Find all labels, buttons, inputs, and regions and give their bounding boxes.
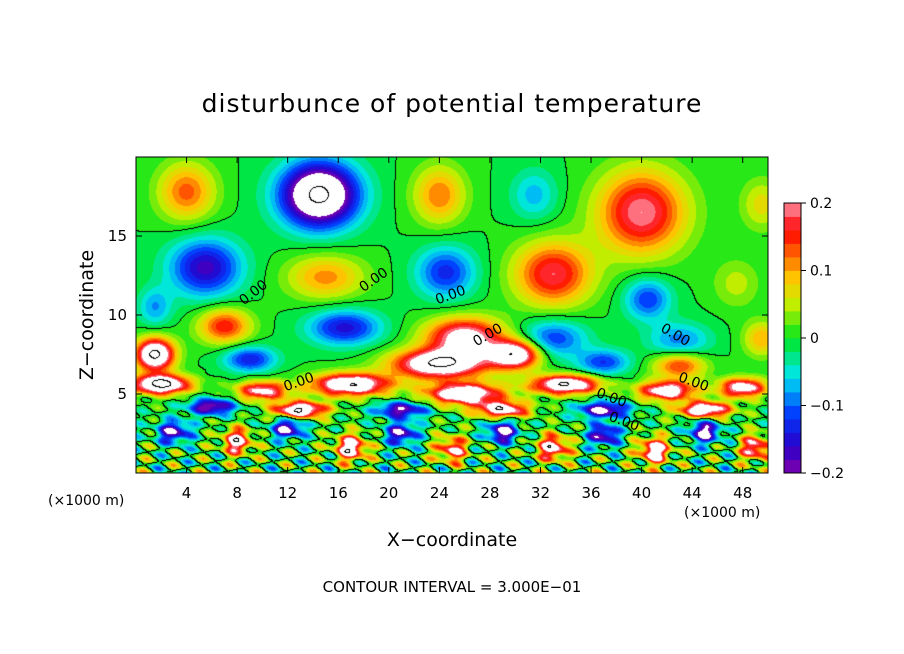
x-tick-label: 36	[581, 484, 600, 502]
colorbar-band	[784, 270, 801, 285]
colorbar-band	[784, 243, 801, 258]
x-tick-label: 32	[531, 484, 550, 502]
colorbar-band	[784, 311, 801, 325]
x-tick-label: 44	[683, 484, 702, 502]
chart-title: disturbunce of potential temperature	[202, 89, 703, 118]
colorbar-bands	[784, 203, 801, 474]
contour-interval-note: CONTOUR INTERVAL = 3.000E−01	[323, 578, 582, 596]
colorbar-tick-label: 0	[810, 331, 819, 347]
y-tick-label: 5	[117, 385, 127, 403]
x-tick-label: 40	[632, 484, 651, 502]
x-tick-label: 4	[182, 484, 192, 502]
colorbar-band	[784, 378, 801, 393]
x-tick-label: 28	[480, 484, 499, 502]
colorbar-tick-label: 0.1	[810, 264, 832, 280]
x-tick-label: 12	[278, 484, 297, 502]
colorbar-band	[784, 351, 801, 366]
x-tick-label: 48	[733, 484, 752, 502]
colorbar-band	[784, 446, 801, 460]
colorbar-band	[784, 432, 801, 447]
colorbar-band	[784, 257, 801, 271]
y-axis: 5 10 15	[108, 227, 768, 403]
colorbar-band	[784, 203, 801, 217]
y-tick-label: 15	[108, 227, 127, 245]
heatmap-image	[136, 157, 768, 473]
colorbar-tick-label: −0.1	[810, 399, 844, 415]
x-unit-left: (×1000 m)	[48, 493, 124, 509]
x-tick-label: 24	[430, 484, 449, 502]
colorbar-band	[784, 297, 801, 312]
heatmap-field	[136, 157, 768, 473]
colorbar-band	[784, 338, 801, 352]
y-tick-label: 10	[108, 306, 127, 324]
colorbar-band	[784, 230, 801, 244]
colorbar-band	[784, 216, 801, 231]
colorbar-band	[784, 324, 801, 339]
x-tick-label: 8	[232, 484, 242, 502]
x-axis-label: X−coordinate	[387, 529, 517, 551]
colorbar-tick-label: −0.2	[810, 466, 844, 482]
colorbar-band	[784, 284, 801, 298]
colorbar-band	[784, 419, 801, 433]
y-axis-label: Z−coordinate	[76, 250, 98, 380]
colorbar-band	[784, 365, 801, 379]
x-tick-label: 16	[329, 484, 348, 502]
x-tick-label: 20	[379, 484, 398, 502]
colorbar-band	[784, 405, 801, 420]
colorbar-tick-label: 0.2	[810, 196, 832, 212]
x-axis: 4 8 12 16 20 24 28 32 36 40 44 48	[182, 157, 752, 502]
colorbar-band	[784, 459, 801, 474]
x-unit-right: (×1000 m)	[684, 505, 760, 521]
colorbar-ticks: 0.2 0.1 0 −0.1 −0.2	[801, 196, 844, 482]
colorbar: 0.2 0.1 0 −0.1 −0.2	[783, 196, 844, 482]
colorbar-band	[784, 392, 801, 406]
